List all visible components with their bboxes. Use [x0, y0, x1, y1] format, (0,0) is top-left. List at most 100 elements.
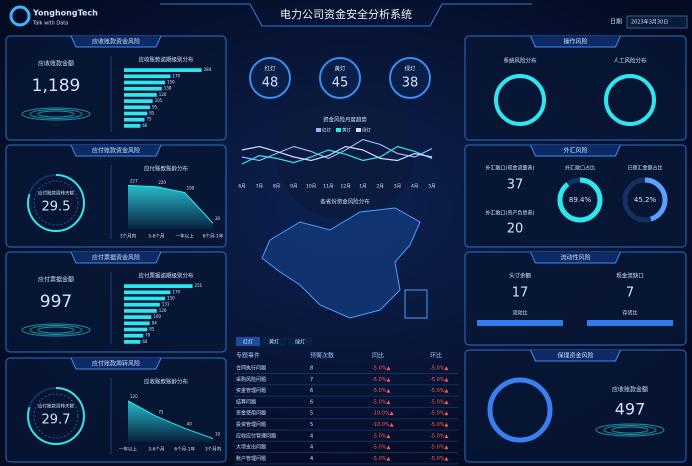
- map-inset: [404, 289, 428, 319]
- pedestal: [21, 323, 91, 337]
- map: [261, 207, 421, 319]
- bar-label: 60: [142, 123, 148, 128]
- table-cell: 4: [310, 433, 313, 439]
- table-cell: -5.0%▲: [372, 433, 391, 439]
- table-cell: 资金使用问题: [236, 410, 266, 417]
- bar-label: 70: [145, 333, 151, 338]
- table-cell: 结算问题: [236, 398, 256, 405]
- bar-label: 138: [164, 86, 172, 91]
- x-tick-label: 2月: [376, 184, 383, 190]
- legend-label: 绿灯: [362, 127, 371, 134]
- gauge-value: 45.2%: [634, 196, 657, 204]
- panel-tab: [530, 349, 621, 362]
- gauge-value: 89.4%: [569, 196, 592, 204]
- light-ring: [389, 57, 431, 99]
- bar: [124, 309, 157, 313]
- kpi-label: 外汇敞口(现金流量表): [486, 165, 535, 172]
- table-cell: -5.0%▲: [430, 456, 449, 462]
- table-cell: -5.0%▲: [372, 445, 391, 451]
- point-label: 40: [187, 421, 193, 426]
- chart-title: 应收账款逾期级别分布: [138, 56, 194, 64]
- legend-swatch: [316, 128, 321, 132]
- table-cell: 7: [310, 377, 313, 383]
- bar: [124, 99, 153, 103]
- chart-title: 应收账款账龄分布: [144, 378, 189, 386]
- table-cell: -5.0%▲: [430, 366, 449, 372]
- bar: [124, 93, 157, 97]
- bar: [124, 74, 171, 79]
- table-cell: 采购风险问题: [236, 376, 266, 383]
- light-value: 45: [332, 76, 349, 91]
- kpi-label: 现金流缺口: [616, 272, 644, 280]
- legend-swatch: [336, 128, 341, 132]
- date-label: 日期: [610, 18, 622, 26]
- area: [128, 400, 213, 442]
- table-cell: -5.0%▲: [372, 388, 391, 394]
- pedestal: [595, 423, 665, 437]
- trend-line: [241, 145, 433, 165]
- table-cell: -5.0%▲: [430, 377, 449, 383]
- logo: YonghongTech: [32, 9, 98, 18]
- tab[interactable]: [288, 337, 312, 346]
- bar: [124, 296, 165, 301]
- pedestal: [37, 110, 75, 118]
- progress: [587, 320, 673, 326]
- kpi-value: 37: [507, 178, 524, 193]
- point-label: 120: [130, 394, 138, 399]
- x-tick-label: 10月: [306, 184, 316, 190]
- date-picker[interactable]: [626, 15, 688, 29]
- header-frame: [160, 3, 532, 27]
- table-cell: 6: [310, 388, 313, 394]
- table-cell: -5.0%▲: [430, 411, 449, 417]
- trend-line: [241, 145, 433, 162]
- x-tick-label: 5月: [428, 184, 435, 190]
- light-ring: [319, 57, 361, 99]
- legend-label: 红灯: [322, 127, 331, 134]
- bar: [124, 68, 202, 72]
- bar-label: 85: [149, 111, 155, 116]
- bar: [124, 327, 148, 332]
- bar-label: 150: [167, 296, 175, 301]
- kpi-value: 29.5: [42, 200, 71, 215]
- ring-inner: [33, 393, 79, 439]
- panel-title: 应付票据资金风险: [92, 254, 140, 262]
- table-cell: -5.0%▲: [430, 433, 449, 439]
- chart-title: 人工风险分布: [613, 57, 647, 65]
- bar: [124, 124, 141, 128]
- bar-label: 85: [149, 327, 155, 332]
- table-cell: -5.0%▲: [372, 366, 391, 372]
- x-tick-label: 8月: [273, 184, 280, 190]
- panel: [464, 251, 687, 346]
- tab[interactable]: [236, 337, 260, 346]
- x-tick-label: 一年以上: [176, 233, 194, 240]
- gauge-arc: [557, 177, 603, 223]
- ring: [487, 377, 553, 443]
- bar: [124, 117, 145, 122]
- table-cell: -10.0%▲: [372, 411, 394, 417]
- panel-title: 保理资金风险: [557, 352, 593, 360]
- kpi-label: 头寸余额: [509, 272, 532, 280]
- pedestal: [29, 109, 83, 119]
- point-label: 190: [187, 186, 195, 191]
- kpi-value: 20: [507, 222, 524, 237]
- x-tick-label: 6个月-1年: [203, 233, 224, 240]
- kpi-value: 1,189: [32, 76, 81, 96]
- bar: [124, 302, 160, 307]
- area: [128, 185, 213, 229]
- x-tick-label: 1月: [359, 184, 366, 190]
- gauge-arc: [622, 177, 668, 223]
- bar: [124, 290, 171, 295]
- panel-title: 应收账款资金风险: [92, 38, 140, 46]
- point-label: 30: [215, 216, 221, 221]
- date[interactable]: 2023年3月30日: [631, 19, 668, 26]
- table-cell: 4: [310, 456, 313, 462]
- legend-swatch: [356, 128, 361, 132]
- table-cell: -5.0%▲: [430, 399, 449, 405]
- ring: [27, 174, 85, 232]
- bar-label: 251: [195, 283, 203, 288]
- tab-label: 红灯: [243, 339, 253, 346]
- bar-label: 170: [172, 289, 180, 294]
- tab[interactable]: [262, 337, 286, 346]
- progress: [477, 320, 563, 326]
